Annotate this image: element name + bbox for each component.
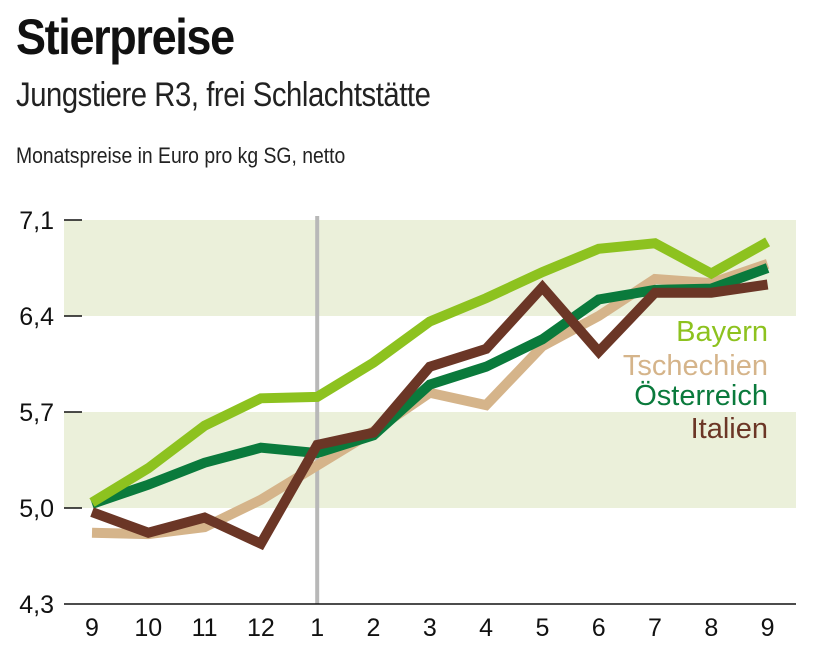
legend-label-bayern: Bayern [676,316,768,348]
shaded-band [64,412,796,508]
series-line-bayern [89,237,771,507]
series-line-italien [90,279,769,551]
shaded-bands [64,220,796,508]
x-tick-label: 5 [535,614,549,642]
x-tick-label: 7 [648,614,662,642]
legend-label-italien: Italien [691,413,768,445]
series-line-tschechien [91,259,770,540]
x-tick-label: 12 [247,614,275,642]
x-tick-label: 3 [423,614,437,642]
x-tick-label: 6 [592,614,606,642]
x-tick-label: 9 [761,614,775,642]
y-tick-label: 4,3 [19,591,54,619]
legend-label-oesterreich: Österreich [634,380,768,412]
x-axis: 9 10 11 12 1 2 3 4 5 6 7 8 9 [64,603,796,642]
y-tick-label: 7,1 [19,207,54,235]
x-tick-label: 8 [704,614,718,642]
x-tick-label: 9 [85,614,99,642]
y-axis-unit-label: Monatspreise in Euro pro kg SG, netto [16,143,346,168]
series-lines [89,237,771,551]
y-tick-label: 5,0 [19,495,54,523]
x-tick-label: 2 [367,614,381,642]
x-tick-label: 4 [479,614,493,642]
x-tick-label: 1 [310,614,324,642]
chart-title: Stierpreise [16,9,235,65]
y-tick-label: 6,4 [19,303,54,331]
x-tick-label: 11 [192,614,218,642]
y-axis: 4,3 5,0 5,7 6,4 7,1 [19,207,82,619]
chart-subtitle: Jungstiere R3, frei Schlachtstätte [16,76,431,114]
shaded-band [64,220,796,316]
x-tick-label: 10 [134,614,162,642]
legend-label-tschechien: Tschechien [623,350,768,382]
y-tick-label: 5,7 [19,399,54,427]
